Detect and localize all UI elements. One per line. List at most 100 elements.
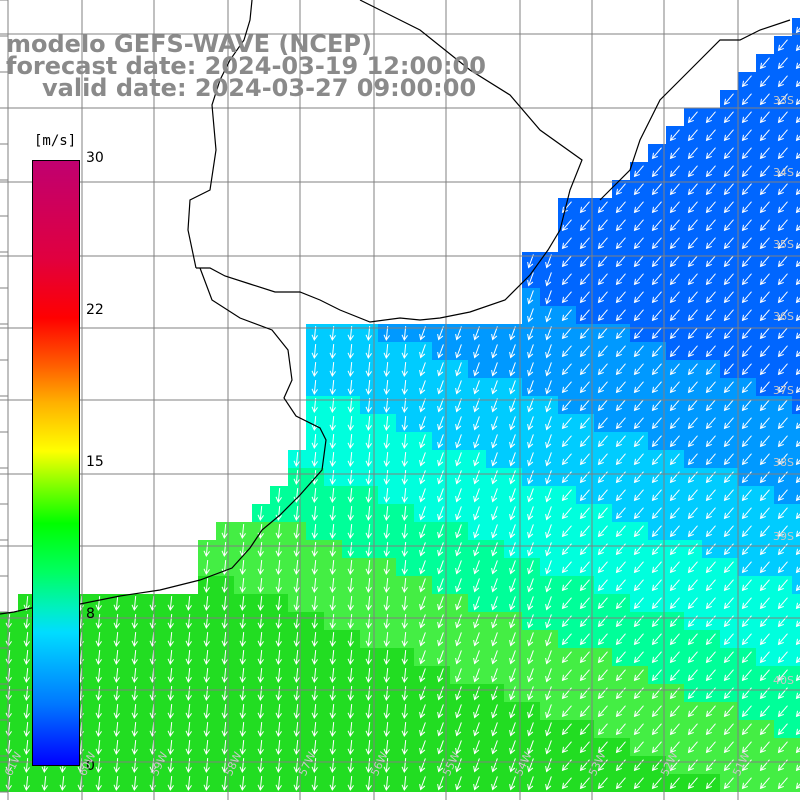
wind-arrow — [759, 111, 770, 124]
wind-arrow — [545, 398, 552, 413]
wind-arrow — [257, 685, 264, 701]
wind-arrow — [509, 470, 516, 485]
wind-arrow — [777, 165, 788, 178]
wind-arrow — [455, 686, 462, 701]
wind-arrow — [527, 686, 534, 701]
wind-speed-cell — [792, 288, 800, 306]
wind-arrow — [777, 219, 788, 232]
wind-arrow — [311, 523, 318, 539]
wind-arrow — [561, 741, 572, 754]
wind-arrow — [723, 561, 734, 574]
wind-arrow — [527, 488, 534, 503]
wind-arrow — [705, 237, 716, 250]
wind-arrow — [401, 631, 408, 647]
colorbar-tick-30: 30 — [86, 150, 104, 166]
wind-speed-field — [0, 18, 800, 792]
wind-arrow — [759, 237, 770, 250]
wind-arrow — [651, 309, 662, 322]
wind-arrow — [651, 543, 662, 556]
wind-arrow — [365, 577, 372, 593]
wind-arrow — [669, 705, 680, 718]
wind-arrow — [615, 399, 626, 412]
wind-arrow — [687, 309, 698, 322]
wind-arrow — [561, 687, 572, 700]
wind-arrow — [401, 433, 408, 449]
wind-arrow — [455, 704, 462, 719]
wind-arrow — [579, 417, 590, 430]
wind-arrow — [777, 759, 788, 772]
wind-arrow — [633, 399, 644, 412]
wind-arrow — [275, 631, 282, 647]
wind-arrow — [669, 759, 680, 772]
wind-arrow — [615, 669, 626, 682]
wind-arrow — [455, 326, 462, 341]
wind-arrow — [633, 435, 644, 448]
wind-arrow — [311, 541, 318, 557]
wind-arrow — [491, 506, 498, 521]
wind-arrow — [777, 183, 788, 196]
wind-arrow — [597, 633, 608, 646]
wind-arrow — [615, 471, 626, 484]
wind-speed-cell — [792, 522, 800, 540]
wind-arrow — [239, 523, 246, 539]
wind-arrow — [651, 453, 662, 466]
wind-arrow — [131, 739, 138, 755]
wind-arrow — [561, 417, 572, 430]
wind-arrow — [419, 524, 426, 539]
wind-arrow — [651, 741, 662, 754]
wind-arrow — [383, 361, 390, 377]
wind-arrow — [741, 777, 752, 790]
wind-arrow — [795, 206, 800, 214]
wind-arrow — [741, 255, 752, 268]
wind-arrow — [669, 147, 680, 160]
wind-arrow — [347, 469, 354, 485]
wind-arrow — [131, 613, 138, 629]
wind-speed-cell — [792, 18, 800, 36]
wind-arrow — [131, 667, 138, 683]
wind-arrow — [203, 577, 210, 593]
wind-arrow — [545, 434, 552, 449]
wind-arrow — [455, 740, 462, 755]
wind-arrow — [383, 739, 390, 755]
wind-arrow — [669, 615, 680, 628]
wind-arrow — [705, 147, 716, 160]
wind-arrow — [651, 705, 662, 718]
wind-arrow — [509, 740, 516, 755]
wind-arrow — [509, 452, 516, 467]
wind-arrow — [705, 417, 716, 430]
wind-arrow — [705, 309, 716, 322]
wind-arrow — [723, 687, 734, 700]
wind-arrow — [95, 667, 102, 683]
wind-arrow — [203, 757, 210, 773]
wind-arrow — [167, 595, 174, 611]
wind-arrow — [615, 579, 626, 592]
wind-arrow — [687, 597, 698, 610]
wind-arrow — [293, 505, 300, 521]
wind-arrow — [597, 525, 608, 538]
wind-arrow — [651, 291, 662, 304]
wind-arrow — [275, 685, 282, 701]
lat-label: 39S — [773, 530, 794, 543]
wind-arrow — [669, 561, 680, 574]
wind-arrow — [473, 398, 480, 413]
wind-arrow — [777, 777, 788, 790]
wind-arrow — [561, 561, 572, 574]
wind-arrow — [759, 471, 770, 484]
valid-date: valid date: 2024-03-27 09:00:00 — [42, 74, 477, 102]
wind-arrow — [401, 505, 408, 521]
wind-arrow — [687, 489, 698, 502]
wind-arrow — [455, 560, 462, 575]
wind-arrow — [275, 739, 282, 755]
wind-arrow — [293, 739, 300, 755]
wind-speed-cell — [792, 504, 800, 522]
wind-arrow — [777, 561, 788, 574]
wind-arrow — [561, 219, 572, 232]
wind-arrow — [759, 705, 770, 718]
wind-arrow — [723, 615, 734, 628]
wind-arrow — [221, 595, 228, 611]
wind-arrow — [651, 687, 662, 700]
wind-arrow — [383, 415, 390, 431]
wind-speed-cell — [792, 396, 800, 414]
wind-arrow — [167, 649, 174, 665]
wind-arrow — [777, 57, 788, 70]
